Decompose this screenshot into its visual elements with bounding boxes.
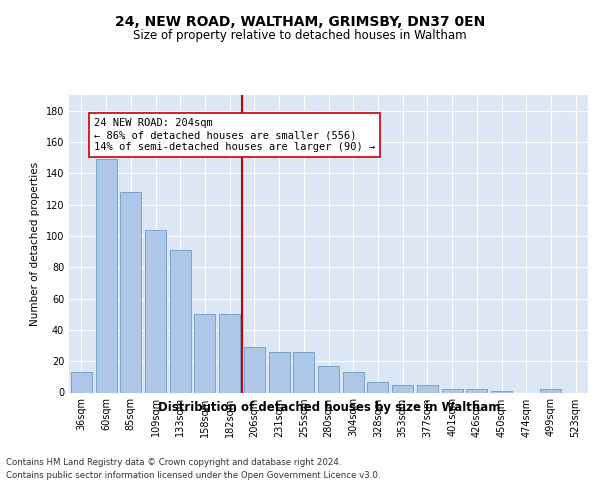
- Bar: [318, 366, 339, 392]
- Text: Size of property relative to detached houses in Waltham: Size of property relative to detached ho…: [133, 28, 467, 42]
- Text: 24 NEW ROAD: 204sqm
← 86% of detached houses are smaller (556)
14% of semi-detac: 24 NEW ROAD: 204sqm ← 86% of detached ho…: [94, 118, 375, 152]
- Bar: [491, 391, 512, 392]
- Bar: [219, 314, 240, 392]
- Bar: [442, 390, 463, 392]
- Bar: [71, 372, 92, 392]
- Bar: [541, 390, 562, 392]
- Text: 24, NEW ROAD, WALTHAM, GRIMSBY, DN37 0EN: 24, NEW ROAD, WALTHAM, GRIMSBY, DN37 0EN: [115, 16, 485, 30]
- Bar: [170, 250, 191, 392]
- Bar: [244, 347, 265, 393]
- Bar: [466, 390, 487, 392]
- Text: Contains HM Land Registry data © Crown copyright and database right 2024.: Contains HM Land Registry data © Crown c…: [6, 458, 341, 467]
- Bar: [392, 384, 413, 392]
- Bar: [417, 384, 438, 392]
- Bar: [145, 230, 166, 392]
- Bar: [343, 372, 364, 392]
- Text: Distribution of detached houses by size in Waltham: Distribution of detached houses by size …: [158, 401, 500, 414]
- Bar: [293, 352, 314, 393]
- Bar: [95, 159, 116, 392]
- Bar: [120, 192, 141, 392]
- Bar: [194, 314, 215, 392]
- Y-axis label: Number of detached properties: Number of detached properties: [30, 162, 40, 326]
- Bar: [367, 382, 388, 392]
- Bar: [269, 352, 290, 393]
- Text: Contains public sector information licensed under the Open Government Licence v3: Contains public sector information licen…: [6, 472, 380, 480]
